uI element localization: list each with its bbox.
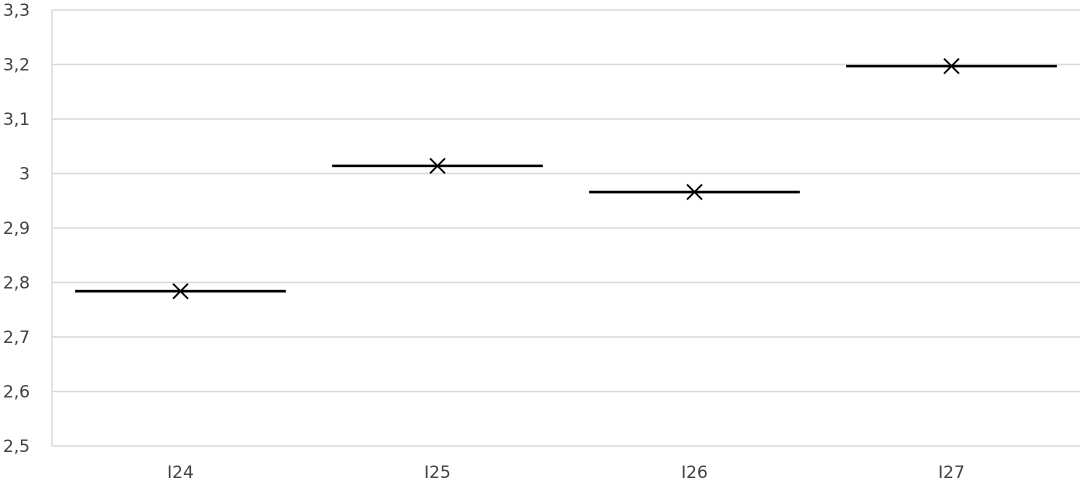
y-tick-label: 2,7 [3, 328, 30, 348]
x-tick-label: I24 [167, 463, 194, 483]
y-axis-tick-labels: 2,5 2,6 2,7 2,8 2,9 3 3,1 3,2 3,3 [3, 1, 30, 457]
x-marker [943, 57, 960, 75]
data-marks [75, 57, 1057, 300]
y-tick-label: 2,9 [3, 219, 30, 239]
x-tick-label: I26 [681, 463, 708, 483]
y-tick-label: 2,8 [3, 274, 30, 294]
y-tick-label: 2,6 [3, 383, 30, 403]
y-tick-label: 3,3 [3, 1, 30, 21]
gridlines [51, 9, 1080, 447]
y-tick-label: 3,2 [3, 56, 30, 76]
x-marker [172, 283, 189, 300]
x-tick-label: I27 [938, 463, 965, 483]
y-tick-label: 2,5 [3, 437, 30, 457]
data-point [75, 283, 286, 300]
y-tick-label: 3 [19, 165, 30, 185]
x-axis-tick-labels: I24 I25 I26 I27 [167, 463, 965, 483]
y-tick-label: 3,1 [3, 110, 30, 130]
x-tick-label: I25 [424, 463, 451, 483]
data-point [589, 183, 800, 201]
data-point [846, 57, 1057, 75]
x-marker [686, 183, 703, 201]
x-marker [429, 157, 446, 175]
data-point [332, 157, 543, 175]
